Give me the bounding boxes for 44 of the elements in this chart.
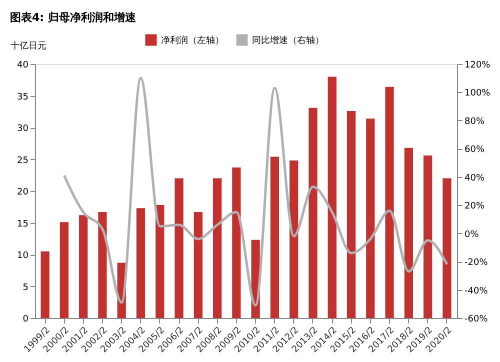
y-tick-label: 40 <box>17 60 29 70</box>
y-tick-label: 30 <box>17 124 29 134</box>
y-tick-label: 20 <box>17 188 29 198</box>
bar <box>385 86 394 318</box>
bar <box>136 208 146 318</box>
y2-tick-label: 80% <box>464 116 485 127</box>
bar <box>212 178 222 318</box>
y-tick-label: 0 <box>22 314 29 324</box>
bar <box>98 212 107 318</box>
y2-tick-label: 100% <box>464 88 491 99</box>
bar <box>442 178 452 318</box>
y-axis-title: 十亿日元 <box>10 40 46 52</box>
y-tick-label: 10 <box>17 251 29 261</box>
bar <box>366 118 375 318</box>
y-tick-label: 25 <box>17 156 28 166</box>
bar <box>308 108 318 318</box>
y2-tick-label: 60% <box>464 145 485 156</box>
y-tick-label: 15 <box>17 219 28 230</box>
line-series <box>62 76 448 307</box>
bar <box>194 212 202 318</box>
y2-tick-label: 0% <box>464 230 480 240</box>
bar <box>232 168 241 318</box>
y2-tick-label: 120% <box>464 60 491 70</box>
bar <box>156 204 164 318</box>
bar <box>404 148 413 318</box>
y-tick-label: 5 <box>22 282 28 293</box>
legend-label: 同比增速（右轴） <box>252 35 324 46</box>
bar <box>270 156 280 318</box>
bar <box>346 110 356 318</box>
bar <box>328 76 336 318</box>
bar <box>40 251 50 318</box>
y2-tick-label: 40% <box>464 173 485 184</box>
chart-title: 图表4: 归母净利润和增速 <box>10 11 137 24</box>
y2-tick-label: -40% <box>464 286 488 296</box>
y-tick-label: 35 <box>17 92 28 102</box>
bar <box>174 178 184 318</box>
y2-tick-label: -60% <box>464 314 488 324</box>
y2-tick-label: -20% <box>464 258 488 268</box>
bar <box>79 215 88 318</box>
bar <box>60 222 68 318</box>
bar <box>290 160 298 318</box>
y2-tick-label: 20% <box>464 202 485 212</box>
bar <box>424 155 432 318</box>
legend-label: 净利润（左轴） <box>161 35 224 46</box>
